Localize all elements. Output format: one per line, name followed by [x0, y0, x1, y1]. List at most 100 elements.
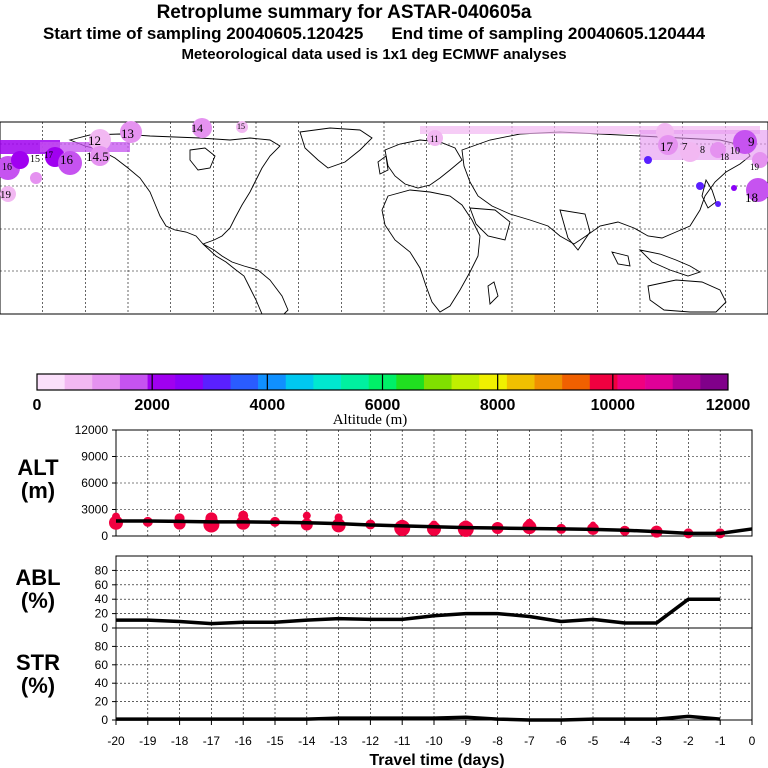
y-tick-label: 80 [95, 563, 109, 577]
x-tick-label: -17 [203, 734, 221, 748]
altitude-cluster-point [302, 511, 311, 520]
colorbar-swatch [341, 374, 369, 390]
end-time-label: End time of sampling 20040605.120444 [391, 24, 706, 43]
plume-cluster [644, 156, 652, 164]
plume-cluster [30, 172, 42, 184]
y-tick-label: 60 [95, 658, 109, 672]
sampling-times: Start time of sampling 20040605.120425 En… [0, 24, 758, 44]
y-tick-label: 12000 [75, 423, 109, 437]
panel-alt: 12000 9000 6000 3000 0 [75, 423, 753, 543]
altitude-cluster-point [334, 513, 343, 522]
plume-cluster [192, 118, 212, 138]
x-tick-label: -10 [425, 734, 443, 748]
plume-day-label: 16 [2, 162, 12, 173]
y-tick-label: 40 [95, 592, 109, 606]
plume-day-labels: 12 13 14 15 14.5 16 17 18 19 10 9 8 7 11… [0, 121, 760, 205]
world-map: 12 13 14 15 14.5 16 17 18 19 10 9 8 7 11… [0, 118, 768, 315]
alt-label-line2: (m) [20, 478, 56, 503]
plume-day-label: 17 [44, 150, 54, 160]
x-tick-label: -2 [683, 734, 694, 748]
plume-cluster [733, 130, 757, 154]
colorbar-swatch [451, 374, 480, 390]
x-tick-label: -1 [715, 734, 726, 748]
colorbar-tick-label: 12000 [706, 397, 751, 414]
series-line [116, 714, 721, 722]
plume-cluster [746, 178, 768, 202]
plume-day-label: 14 [191, 121, 203, 135]
colorbar-swatch [92, 374, 121, 390]
plume-day-label: 17 [660, 139, 674, 154]
colorbar-tick-label: 8000 [480, 397, 516, 414]
x-tick-label: 0 [749, 734, 756, 748]
y-tick-label: 9000 [81, 450, 108, 464]
x-tick-label: -7 [524, 734, 535, 748]
series-line [116, 597, 721, 626]
colorbar-tick-label: 6000 [365, 397, 401, 414]
altitude-cluster-point [590, 521, 596, 528]
colorbar-tick-label: 10000 [591, 397, 636, 414]
plume-day-label: 14.5 [86, 149, 109, 164]
alt-panel-label: ALT (m) [8, 456, 68, 502]
y-tick-label: 20 [95, 607, 109, 621]
plume-cluster [236, 121, 248, 133]
x-tick-label: -4 [619, 734, 630, 748]
colorbar-label: Altitude (m) [333, 412, 408, 428]
plume-cluster [680, 142, 700, 162]
altitude-colorbar: 0 2000 4000 6000 8000 10000 12000 [33, 373, 751, 414]
colorbar-swatch [645, 374, 674, 390]
colorbar-swatch [672, 374, 701, 390]
y-tick-label: 0 [101, 621, 108, 635]
x-tick-label: -14 [298, 734, 316, 748]
x-tick-label: -18 [171, 734, 189, 748]
panel-str: 80 60 40 20 0 [95, 627, 753, 727]
plume-cluster [90, 146, 110, 166]
y-tick-label: 40 [95, 676, 109, 690]
plume-day-label: 18 [745, 190, 758, 205]
plume-day-label: 19 [750, 162, 760, 172]
met-data-label: Meteorological data used is 1x1 deg ECMW… [181, 46, 567, 63]
retroplume-footprints [0, 118, 768, 207]
alt-label-line1: ALT [17, 455, 59, 480]
plume-cluster [731, 185, 737, 191]
colorbar-tick-label: 4000 [250, 397, 286, 414]
colorbar-swatch [700, 374, 729, 390]
colorbar-swatch [37, 374, 65, 390]
abl-label-line2: (%) [20, 588, 56, 613]
plume-day-label: 7 [682, 141, 688, 153]
colorbar-swatch [119, 374, 148, 390]
plume-day-label: 8 [700, 145, 705, 156]
y-tick-label: 6000 [81, 476, 108, 490]
colorbar-swatch [562, 374, 591, 390]
time-series-panels: 120009000600030000806040200806040200-20-… [75, 423, 756, 748]
y-tick-label: 20 [95, 695, 109, 709]
altitude-cluster-point [525, 518, 534, 527]
plume-day-label: 15 [30, 154, 40, 165]
colorbar-swatch [64, 374, 93, 390]
altitude-cluster-point [112, 512, 120, 521]
x-tick-label: -8 [492, 734, 503, 748]
colorbar-tick-label: 2000 [134, 397, 170, 414]
plume-day-label: 16 [60, 152, 74, 167]
plume-day-label: 11 [430, 134, 439, 144]
x-tick-label: -20 [107, 734, 125, 748]
plume-day-label: 10 [730, 146, 740, 157]
plume-cluster [696, 182, 704, 190]
plume-cluster [658, 135, 678, 155]
abl-panel-label: ABL (%) [8, 566, 68, 612]
plume-cluster [710, 142, 726, 158]
plume-cluster [120, 121, 142, 143]
colorbar-swatch [589, 374, 618, 390]
str-label-line1: STR [16, 650, 60, 675]
colorbar-swatch [202, 374, 231, 390]
plume-band [40, 142, 130, 152]
x-tick-label: -12 [362, 734, 380, 748]
plume-day-label: 12 [88, 133, 101, 148]
x-tick-label: -9 [460, 734, 471, 748]
x-tick-label: -5 [588, 734, 599, 748]
colorbar-swatch [423, 374, 452, 390]
x-tick-label: -16 [235, 734, 253, 748]
colorbar-swatch [230, 374, 259, 390]
altitude-cluster-point [238, 510, 249, 521]
